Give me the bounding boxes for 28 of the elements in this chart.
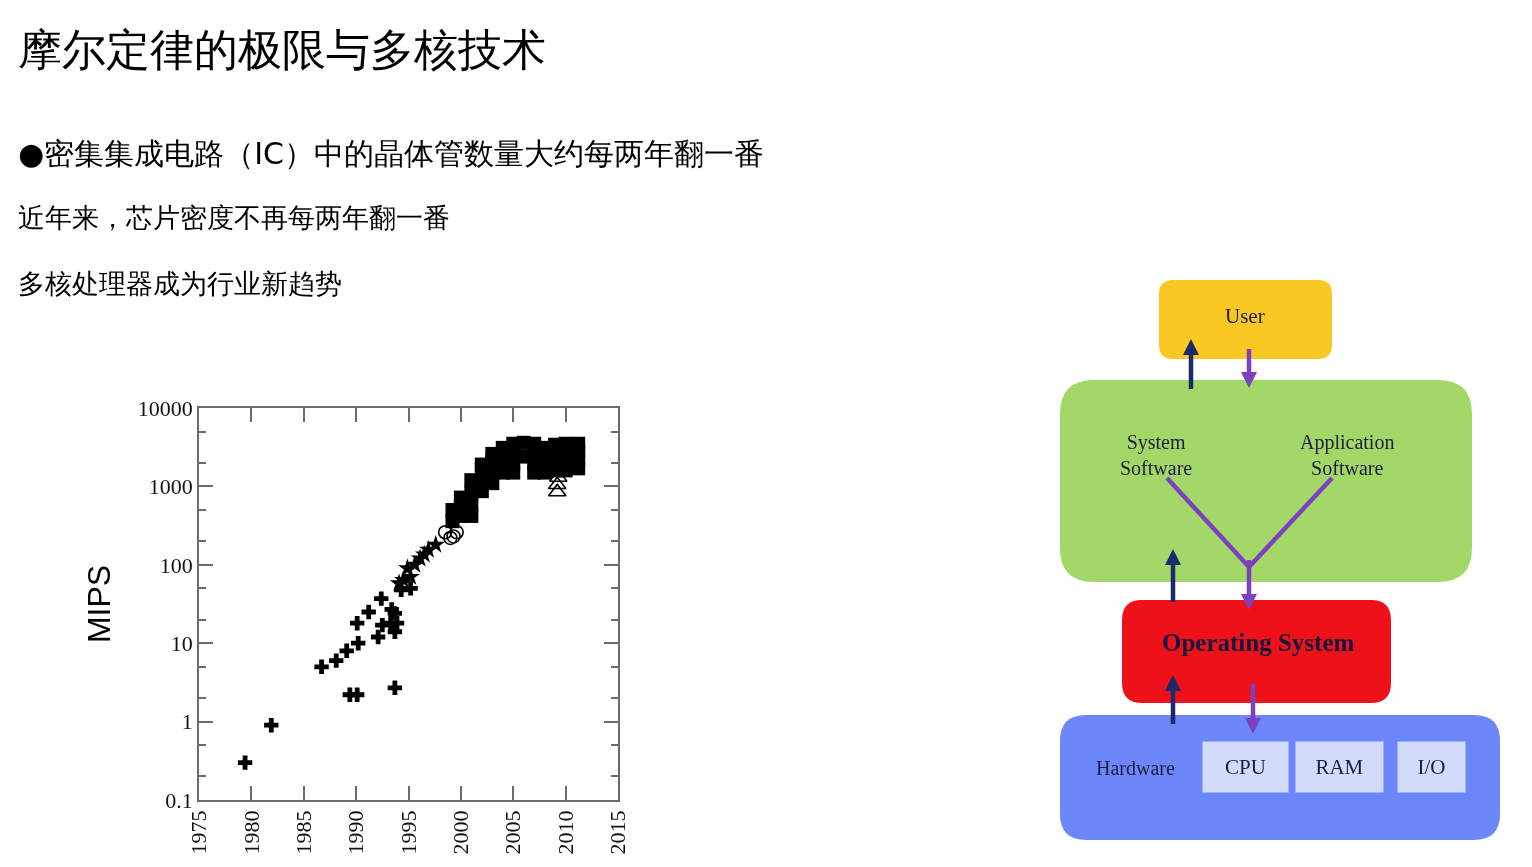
x-tick-label: 1980 (238, 810, 264, 855)
y-tick-label: 1 (181, 709, 193, 735)
chart-title: 摩尔定律的极限与多核技术 (18, 24, 546, 76)
text: ●密集集成电路（IC）中的晶体管数量大约每两年翻一番 (18, 136, 764, 171)
y-tick-label: 10000 (137, 395, 193, 421)
text: Operating System (1162, 629, 1355, 656)
text: 多核处理器成为行业新趋势 (18, 268, 342, 299)
y-tick-label: 0.1 (165, 787, 193, 813)
y-axis-title: MIPS (80, 564, 117, 644)
x-tick-label: 1975 (186, 810, 212, 855)
text: CPU (1225, 755, 1266, 779)
text: I/O (1417, 755, 1446, 779)
x-tick-label: 1990 (343, 810, 369, 855)
text: RAM (1315, 755, 1364, 779)
x-tick-label: 1985 (290, 810, 316, 855)
x-tick-label: 1995 (395, 810, 421, 855)
text: Application Software (1300, 431, 1395, 479)
y-tick-label: 100 (159, 552, 193, 578)
y-tick-label: 1000 (148, 474, 193, 500)
text: System Software (1120, 431, 1193, 479)
x-tick-label: 2005 (500, 810, 526, 855)
text: Hardware (1096, 757, 1175, 779)
text: 近年来，芯片密度不再每两年翻一番 (18, 202, 450, 233)
y-tick-label: 10 (170, 630, 193, 656)
text: User (1225, 304, 1265, 328)
x-tick-label: 2015 (605, 810, 631, 855)
x-tick-label: 2000 (448, 810, 474, 855)
x-tick-label: 2010 (552, 810, 578, 855)
